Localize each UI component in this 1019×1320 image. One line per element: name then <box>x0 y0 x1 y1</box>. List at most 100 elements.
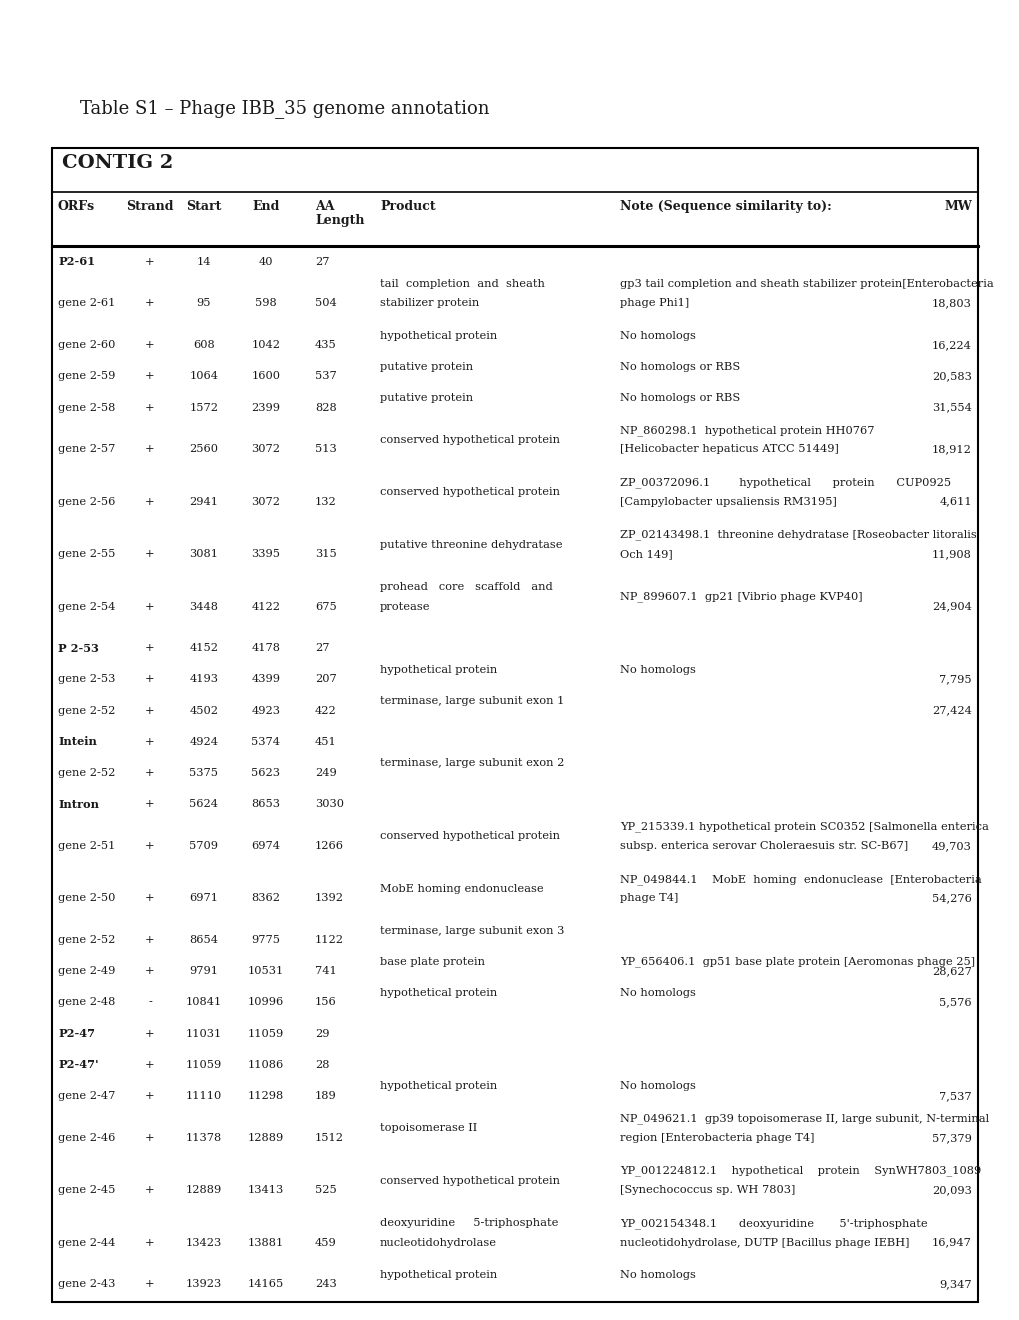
Text: 249: 249 <box>315 768 336 777</box>
Text: P2-47': P2-47' <box>58 1060 99 1071</box>
Text: gene 2-55: gene 2-55 <box>58 549 115 560</box>
Text: 24,904: 24,904 <box>931 602 971 611</box>
Text: NP_049844.1    MobE  homing  endonuclease  [Enterobacteria: NP_049844.1 MobE homing endonuclease [En… <box>620 874 981 884</box>
Text: 451: 451 <box>315 737 336 747</box>
Text: hypothetical protein: hypothetical protein <box>380 665 497 675</box>
Text: gene 2-52: gene 2-52 <box>58 706 115 715</box>
Text: 4122: 4122 <box>252 602 280 611</box>
Text: +: + <box>145 1092 155 1101</box>
Text: 525: 525 <box>315 1185 336 1195</box>
Text: hypothetical protein: hypothetical protein <box>380 330 497 341</box>
Text: +: + <box>145 966 155 977</box>
Text: P2-61: P2-61 <box>58 256 95 267</box>
Text: Intein: Intein <box>58 737 97 747</box>
Text: P2-47: P2-47 <box>58 1028 95 1039</box>
Text: 14165: 14165 <box>248 1279 284 1290</box>
Text: 10531: 10531 <box>248 966 284 977</box>
Text: No homologs or RBS: No homologs or RBS <box>620 362 740 372</box>
Text: 132: 132 <box>315 496 336 507</box>
Text: gene 2-58: gene 2-58 <box>58 403 115 413</box>
Text: Strand: Strand <box>126 201 173 213</box>
Text: No homologs: No homologs <box>620 1270 695 1280</box>
Text: gene 2-50: gene 2-50 <box>58 894 115 903</box>
Text: 1392: 1392 <box>315 894 343 903</box>
Text: +: + <box>145 799 155 809</box>
Text: +: + <box>145 935 155 945</box>
Text: No homologs: No homologs <box>620 665 695 675</box>
Text: -: - <box>148 998 152 1007</box>
Text: +: + <box>145 1238 155 1247</box>
Text: AA: AA <box>315 201 334 213</box>
Text: 4193: 4193 <box>190 675 218 685</box>
Text: 27: 27 <box>315 643 329 653</box>
Text: +: + <box>145 675 155 685</box>
Text: 54,276: 54,276 <box>931 894 971 903</box>
Text: 189: 189 <box>315 1092 336 1101</box>
Text: 3448: 3448 <box>190 602 218 611</box>
Text: CONTIG 2: CONTIG 2 <box>62 154 173 172</box>
Text: nucleotidohydrolase: nucleotidohydrolase <box>380 1238 496 1247</box>
Text: 4399: 4399 <box>252 675 280 685</box>
Text: +: + <box>145 737 155 747</box>
Text: 7,537: 7,537 <box>938 1092 971 1101</box>
Text: 8654: 8654 <box>190 935 218 945</box>
Text: gene 2-43: gene 2-43 <box>58 1279 115 1290</box>
Text: 12889: 12889 <box>185 1185 222 1195</box>
Text: 13881: 13881 <box>248 1238 284 1247</box>
Text: +: + <box>145 768 155 777</box>
Text: MW: MW <box>944 201 971 213</box>
Text: +: + <box>145 445 155 454</box>
Text: 11086: 11086 <box>248 1060 284 1069</box>
Text: 11378: 11378 <box>185 1133 222 1143</box>
Text: gene 2-44: gene 2-44 <box>58 1238 115 1247</box>
Text: 11,908: 11,908 <box>931 549 971 560</box>
Text: +: + <box>145 602 155 611</box>
Text: [Campylobacter upsaliensis RM3195]: [Campylobacter upsaliensis RM3195] <box>620 496 836 507</box>
Text: subsp. enterica serovar Choleraesuis str. SC-B67]: subsp. enterica serovar Choleraesuis str… <box>620 841 907 851</box>
Text: stabilizer protein: stabilizer protein <box>380 298 479 309</box>
Text: 4924: 4924 <box>190 737 218 747</box>
Text: 6971: 6971 <box>190 894 218 903</box>
Text: 3072: 3072 <box>252 445 280 454</box>
Text: 537: 537 <box>315 371 336 381</box>
Text: 13413: 13413 <box>248 1185 284 1195</box>
Text: gene 2-45: gene 2-45 <box>58 1185 115 1195</box>
Text: 4178: 4178 <box>252 643 280 653</box>
Text: Och 149]: Och 149] <box>620 549 673 560</box>
Text: hypothetical protein: hypothetical protein <box>380 1270 497 1280</box>
Text: 422: 422 <box>315 706 336 715</box>
Text: gene 2-52: gene 2-52 <box>58 768 115 777</box>
Text: 4502: 4502 <box>190 706 218 715</box>
Text: +: + <box>145 341 155 350</box>
Text: Length: Length <box>315 214 364 227</box>
Text: +: + <box>145 1133 155 1143</box>
Text: ZP_02143498.1  threonine dehydratase [Roseobacter litoralis: ZP_02143498.1 threonine dehydratase [Ros… <box>620 529 976 540</box>
Text: 1122: 1122 <box>315 935 343 945</box>
Text: No homologs or RBS: No homologs or RBS <box>620 393 740 403</box>
Text: YP_001224812.1    hypothetical    protein    SynWH7803_1089: YP_001224812.1 hypothetical protein SynW… <box>620 1166 980 1176</box>
Text: 3072: 3072 <box>252 496 280 507</box>
Text: 20,093: 20,093 <box>931 1185 971 1195</box>
Text: gene 2-54: gene 2-54 <box>58 602 115 611</box>
Text: 20,583: 20,583 <box>931 371 971 381</box>
Text: Note (Sequence similarity to):: Note (Sequence similarity to): <box>620 201 830 213</box>
Text: 5375: 5375 <box>190 768 218 777</box>
Text: tail  completion  and  sheath: tail completion and sheath <box>380 280 544 289</box>
Text: 459: 459 <box>315 1238 336 1247</box>
Text: +: + <box>145 256 155 267</box>
Text: 608: 608 <box>193 341 215 350</box>
Text: 1266: 1266 <box>315 841 343 851</box>
Text: gene 2-61: gene 2-61 <box>58 298 115 309</box>
Text: Start: Start <box>186 201 221 213</box>
Text: 8362: 8362 <box>252 894 280 903</box>
Text: +: + <box>145 1028 155 1039</box>
Text: 3081: 3081 <box>190 549 218 560</box>
Text: Intron: Intron <box>58 799 99 809</box>
Text: 10996: 10996 <box>248 998 284 1007</box>
Text: gene 2-48: gene 2-48 <box>58 998 115 1007</box>
Text: 49,703: 49,703 <box>931 841 971 851</box>
Text: 13923: 13923 <box>185 1279 222 1290</box>
Text: 3030: 3030 <box>315 799 343 809</box>
Text: 9,347: 9,347 <box>938 1279 971 1290</box>
Text: putative threonine dehydratase: putative threonine dehydratase <box>380 540 561 549</box>
